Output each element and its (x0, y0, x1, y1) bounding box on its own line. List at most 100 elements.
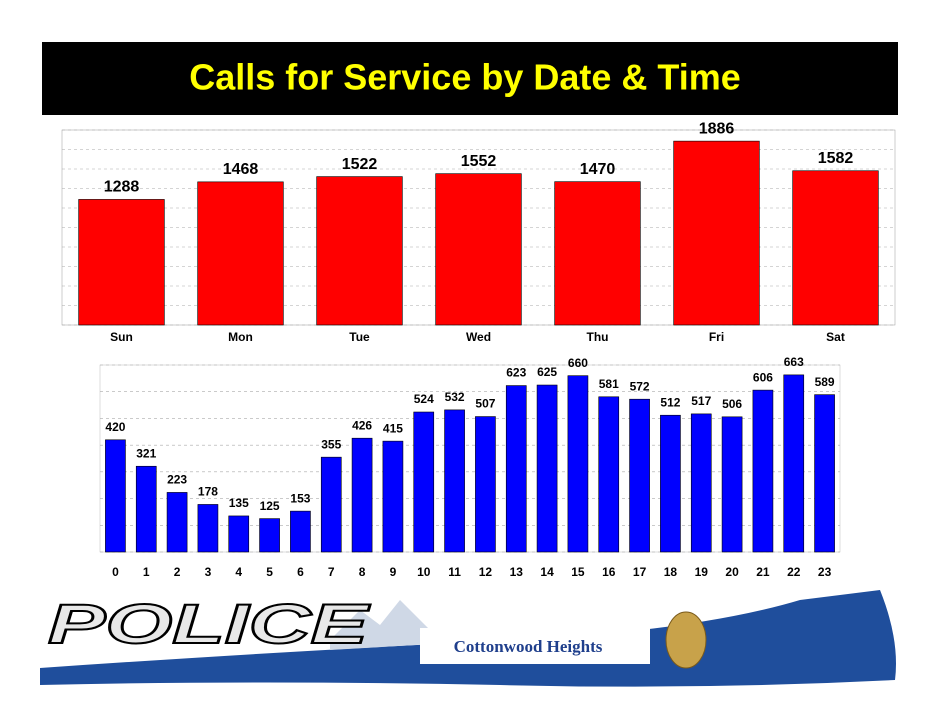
value-label: 1582 (818, 150, 854, 167)
x-tick-label: 16 (602, 565, 616, 579)
x-tick-label: 8 (359, 565, 366, 579)
value-label: 1468 (223, 161, 259, 178)
bar (554, 181, 641, 326)
value-label: 135 (229, 496, 249, 510)
value-label: 506 (722, 397, 742, 411)
bar (351, 437, 373, 553)
x-tick-label: 18 (664, 565, 678, 579)
x-tick-label: 19 (695, 565, 709, 579)
bar (444, 409, 465, 553)
value-label: 415 (383, 421, 403, 435)
value-label: 1470 (580, 161, 616, 178)
logo-text: POLICE (48, 592, 371, 655)
value-label: 1552 (461, 153, 497, 170)
x-tick-label: Sun (110, 330, 133, 344)
bar (505, 385, 527, 553)
value-label: 355 (321, 437, 341, 451)
x-tick-label: 10 (417, 565, 431, 579)
x-tick-label: 1 (143, 565, 150, 579)
bar (598, 396, 620, 553)
bar (197, 181, 284, 326)
value-label: 1522 (342, 156, 378, 173)
x-tick-label: 2 (174, 565, 181, 579)
bar (320, 456, 342, 553)
bar (413, 411, 435, 553)
value-label: 524 (414, 392, 434, 406)
bar (721, 416, 743, 553)
bar (536, 384, 558, 553)
bar (435, 173, 522, 326)
x-tick-label: 21 (756, 565, 770, 579)
bar (783, 374, 805, 553)
value-label: 581 (599, 377, 619, 391)
value-label: 532 (445, 390, 465, 404)
bar (197, 504, 219, 553)
bar (567, 375, 589, 553)
value-label: 1288 (104, 179, 140, 196)
value-label: 623 (506, 366, 526, 380)
value-label: 426 (352, 418, 372, 432)
bar (792, 170, 879, 326)
x-tick-label: 12 (479, 565, 493, 579)
x-tick-label: 3 (205, 565, 212, 579)
x-tick-label: 0 (112, 565, 119, 579)
bar (475, 416, 496, 553)
x-tick-label: 13 (510, 565, 524, 579)
value-label: 1886 (699, 120, 735, 137)
plot-area (99, 364, 841, 553)
bar (690, 413, 712, 553)
bar (259, 518, 280, 553)
bar (135, 465, 157, 553)
bar (382, 440, 404, 553)
x-tick-label: Wed (466, 330, 491, 344)
bar (290, 510, 311, 553)
value-label: 223 (167, 473, 187, 487)
x-tick-label: Mon (228, 330, 253, 344)
x-tick-label: Fri (709, 330, 724, 344)
x-tick-label: 15 (571, 565, 585, 579)
value-label: 153 (290, 491, 310, 505)
bar (752, 389, 774, 553)
x-tick-label: 5 (266, 565, 273, 579)
bar (660, 414, 681, 553)
x-tick-label: 7 (328, 565, 335, 579)
value-label: 321 (136, 446, 156, 460)
bar (316, 176, 403, 326)
value-label: 625 (537, 365, 557, 379)
x-tick-label: 17 (633, 565, 647, 579)
x-tick-label: 20 (725, 565, 739, 579)
x-tick-label: 23 (818, 565, 832, 579)
value-label: 420 (105, 420, 125, 434)
bar (78, 199, 165, 326)
logo-band (420, 628, 650, 664)
value-label: 572 (630, 379, 650, 393)
value-label: 517 (691, 394, 711, 408)
x-tick-label: 22 (787, 565, 801, 579)
value-label: 512 (660, 395, 680, 409)
value-label: 125 (260, 499, 280, 513)
value-label: 178 (198, 485, 218, 499)
x-tick-label: 14 (540, 565, 554, 579)
bar (673, 140, 760, 326)
x-tick-label: 11 (448, 565, 461, 579)
bar (814, 394, 835, 553)
footer-logo: POLICE Cottonwood Heights (40, 590, 896, 687)
bar (629, 398, 650, 553)
bar (105, 439, 126, 553)
city-name: Cottonwood Heights (454, 637, 603, 656)
value-label: 660 (568, 356, 588, 370)
bar (228, 515, 250, 553)
x-tick-label: 4 (235, 565, 242, 579)
x-tick-label: Tue (349, 330, 370, 344)
x-tick-label: 9 (390, 565, 397, 579)
value-label: 507 (475, 397, 495, 411)
x-tick-label: Thu (587, 330, 609, 344)
bar (166, 492, 188, 553)
slide-title: Calls for Service by Date & Time (189, 57, 741, 98)
title-bar (42, 42, 898, 115)
value-label: 663 (784, 355, 804, 369)
badge (665, 611, 707, 669)
value-label: 589 (815, 375, 835, 389)
x-tick-label: Sat (826, 330, 845, 344)
